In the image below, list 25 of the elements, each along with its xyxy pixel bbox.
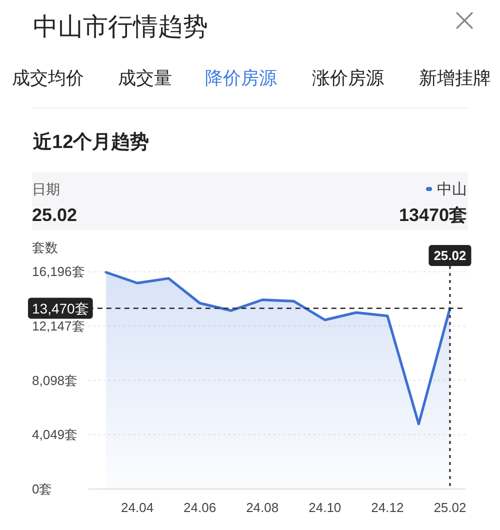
text: 25.02 <box>32 205 78 225</box>
text: 成交量 <box>118 68 172 88</box>
y-axis-title: 套数 <box>32 240 58 255</box>
text: 新增挂牌 <box>419 68 491 88</box>
text: 涨价房源 <box>312 68 384 88</box>
x-tick-label: 24.12 <box>371 500 404 515</box>
y-tick-label: 12,147套 <box>32 318 85 334</box>
ref-line-label: 13,470套 <box>32 300 89 316</box>
x-tick-label: 24.08 <box>246 500 279 515</box>
y-tick-label: 8,098套 <box>32 372 78 388</box>
text: 13470套 <box>398 205 467 225</box>
ref-line-label: 25.02 <box>434 248 466 263</box>
x-tick-label: 25.02 <box>434 500 466 515</box>
text: 降价房源 <box>205 68 277 88</box>
x-tick-label: 24.06 <box>184 500 216 515</box>
text: 日期 <box>32 181 60 197</box>
chart-title: 中山市行情趋势 <box>33 13 208 41</box>
text: 成交均价 <box>12 68 84 88</box>
x-tick-label: 24.04 <box>121 500 154 515</box>
chart-subtitle: 近12个月趋势 <box>32 131 150 153</box>
legend-label: 中山 <box>437 181 467 198</box>
y-tick-label: 0套 <box>32 482 52 496</box>
x-tick-label: 24.10 <box>308 500 342 515</box>
y-tick-label: 16,196套 <box>32 264 85 280</box>
y-tick-label: 4,049套 <box>32 427 78 442</box>
